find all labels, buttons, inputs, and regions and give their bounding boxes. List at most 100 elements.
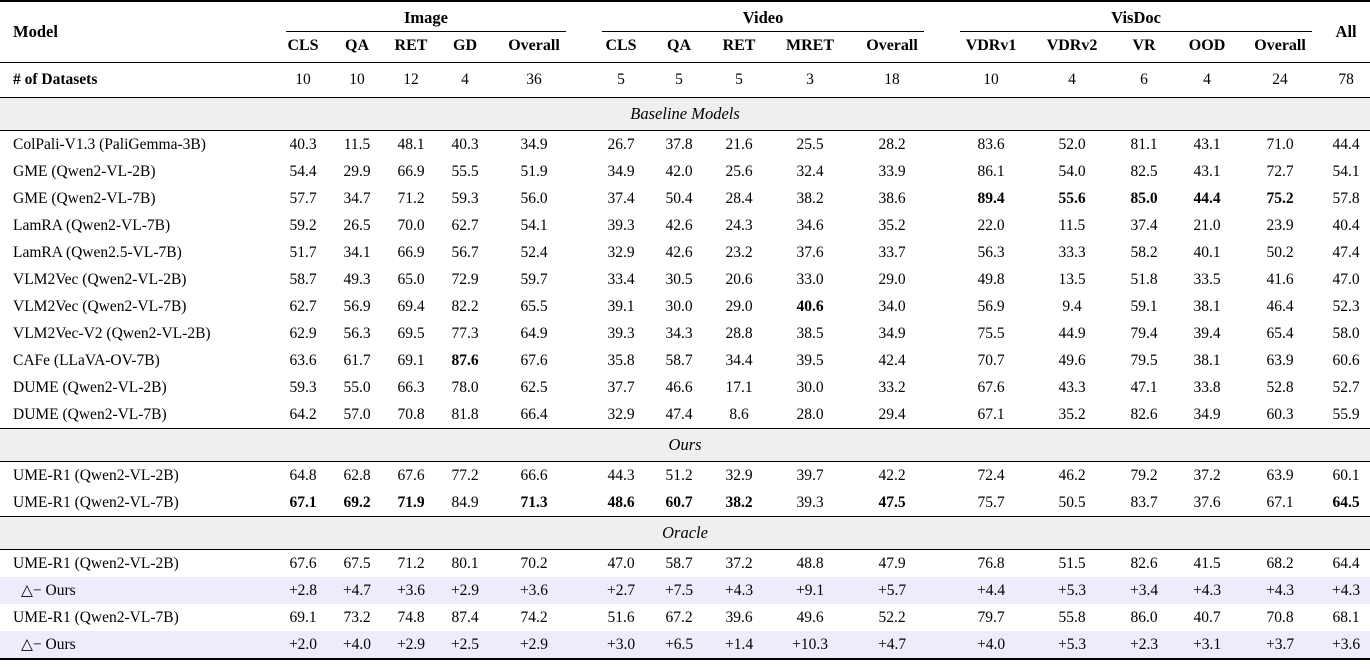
value-cell: +2.0 [276,631,330,659]
table-row: LamRA (Qwen2-VL-7B) 59.2 26.5 70.0 62.7 54.1 3… [0,212,1370,239]
value-cell: 52.4 [520,243,548,261]
value-cell: 64.8 [289,466,317,484]
value-cell: 47.5 [878,493,906,511]
table-row: GME (Qwen2-VL-2B) 54.4 29.9 66.9 55.5 51.9 34.… [0,158,1370,185]
value-cell: 34.6 [796,216,824,234]
column-header-cls: CLS [276,32,330,63]
value-cell: 42.6 [665,243,693,261]
column-header-ret: RET [708,32,771,63]
value-cell: +4.3 [708,577,771,604]
value-cell: 70.2 [520,554,548,572]
column-spacer [576,489,592,517]
value-cell: 5 [650,62,709,98]
value-cell: 47.0 [607,554,635,572]
value-cell: 39.5 [796,351,824,369]
value-cell: 50.5 [1058,493,1086,511]
column-spacer [576,239,592,266]
value-cell: 82.2 [451,297,479,315]
column-spacer [576,462,592,490]
column-header-cls: CLS [592,32,651,63]
value-cell: 62.8 [343,466,371,484]
value-cell: 32.9 [607,243,635,261]
section-band-row: Oracle [0,516,1370,550]
value-cell: +2.9 [384,631,438,659]
value-cell: 39.3 [607,216,635,234]
value-cell: 49.8 [977,270,1005,288]
value-cell: 71.9 [397,493,425,511]
value-cell: 50.4 [665,189,693,207]
value-cell: +3.6 [384,577,438,604]
table-row: △− Ours +2.0 +4.0 +2.9 +2.5 +2.9 +3.0 +6.5 +1.4 +… [0,631,1370,659]
value-cell: +3.0 [592,631,651,659]
column-spacer [934,489,950,517]
value-cell: 59.3 [289,378,317,396]
value-cell: 42.4 [878,351,906,369]
value-cell: 86.1 [977,162,1005,180]
value-cell: 62.9 [289,324,317,342]
value-cell: +3.7 [1238,631,1323,659]
value-cell: 50.2 [1266,243,1294,261]
value-cell: 79.7 [977,608,1005,626]
value-cell: 58.7 [665,554,693,572]
value-cell: 10 [950,62,1033,98]
value-cell: 89.4 [977,189,1005,207]
value-cell: 85.0 [1130,189,1158,207]
group-header-visdoc-label: VisDoc [960,8,1313,32]
value-cell: 69.4 [397,297,425,315]
value-cell: 39.6 [725,608,753,626]
value-cell: 35.2 [1058,405,1086,423]
value-cell: 40.6 [796,297,824,315]
value-cell: 81.1 [1130,135,1158,153]
value-cell: 73.2 [343,608,371,626]
value-cell: 46.6 [665,378,693,396]
value-cell: 34.7 [343,189,371,207]
column-spacer [934,62,951,98]
value-cell: +4.0 [950,631,1033,659]
value-cell: 52.7 [1332,378,1360,396]
value-cell: 25.5 [796,135,824,153]
value-cell: 29.4 [878,405,906,423]
column-header-overall: Overall [492,32,577,63]
model-name-cell: △− Ours [0,631,276,659]
value-cell: 75.5 [977,324,1005,342]
value-cell: 60.6 [1332,351,1360,369]
column-spacer [934,604,950,631]
table-row: LamRA (Qwen2.5-VL-7B) 51.7 34.1 66.9 56.7 52.… [0,239,1370,266]
value-cell: 33.7 [878,243,906,261]
value-cell: 58.7 [289,270,317,288]
value-cell: 18 [850,62,935,98]
value-cell: 74.8 [397,608,425,626]
table-row: VLM2Vec (Qwen2-VL-7B) 62.7 56.9 69.4 82.2 65.… [0,293,1370,320]
value-cell: 64.9 [520,324,548,342]
value-cell: 44.3 [607,466,635,484]
value-cell: 64.4 [1332,554,1360,572]
value-cell: 46.2 [1058,466,1086,484]
value-cell: 71.0 [1266,135,1294,153]
column-header-overall: Overall [1238,32,1323,63]
value-cell: 65.4 [1266,324,1294,342]
value-cell: 37.4 [1130,216,1158,234]
column-spacer [576,374,592,401]
value-cell: 76.8 [977,554,1005,572]
value-cell: +2.9 [438,577,492,604]
value-cell: 84.9 [451,493,479,511]
model-name-cell: DUME (Qwen2-VL-2B) [13,378,167,396]
value-cell: 68.1 [1332,608,1360,626]
value-cell: 3 [770,62,851,98]
table-row: UME-R1 (Qwen2-VL-7B) 67.1 69.2 71.9 84.9 71.3… [0,489,1370,517]
model-name-cell: UME-R1 (Qwen2-VL-2B) [13,466,179,484]
value-cell: 40.3 [451,135,479,153]
value-cell: 5 [708,62,771,98]
value-cell: 11.5 [343,135,371,153]
value-cell: 10 [330,62,384,98]
table-row: △− Ours +2.8 +4.7 +3.6 +2.9 +3.6 +2.7 +7.5 +4.3 +… [0,577,1370,604]
value-cell: 75.2 [1266,189,1294,207]
value-cell: +5.3 [1032,577,1113,604]
table-row: UME-R1 (Qwen2-VL-7B) 69.1 73.2 74.8 87.4 74.2… [0,604,1370,631]
value-cell: 72.7 [1266,162,1294,180]
model-name-cell: GME (Qwen2-VL-2B) [13,162,156,180]
value-cell: 51.7 [289,243,317,261]
value-cell: 23.2 [725,243,753,261]
group-header-image: Image [276,1,576,32]
value-cell: 66.9 [397,243,425,261]
